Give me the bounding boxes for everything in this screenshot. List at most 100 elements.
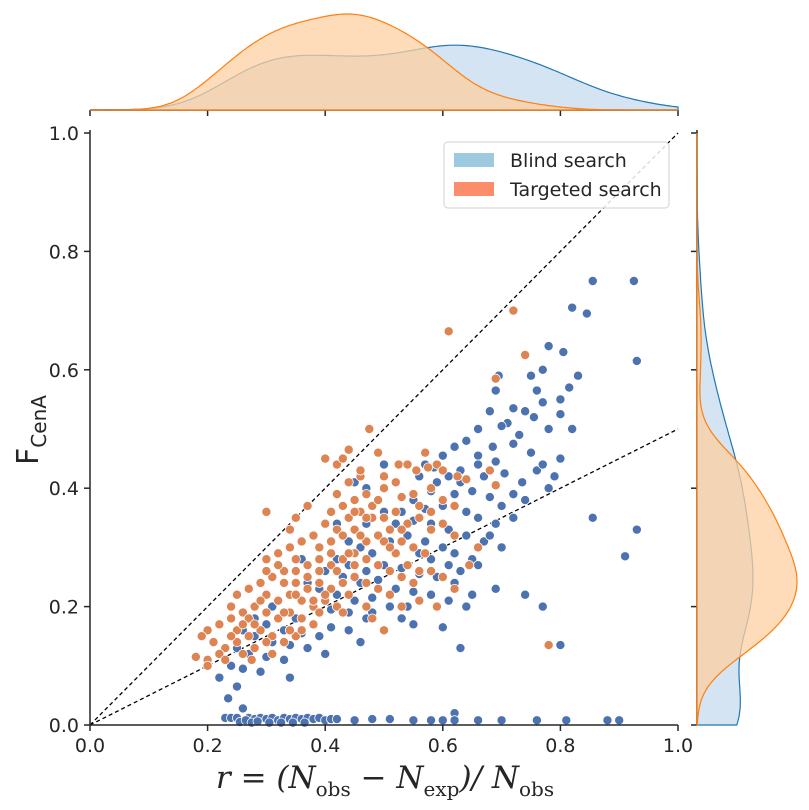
- point-targeted: [437, 465, 448, 476]
- point-targeted: [408, 489, 419, 500]
- point-targeted: [361, 489, 372, 500]
- point-blind: [299, 717, 310, 728]
- point-targeted: [343, 548, 354, 559]
- point-blind: [602, 715, 613, 726]
- y-tick-label: 0.8: [49, 241, 79, 263]
- point-blind: [237, 703, 248, 714]
- point-blind: [408, 619, 419, 630]
- point-targeted: [426, 566, 437, 577]
- point-targeted: [314, 607, 325, 618]
- point-targeted: [267, 572, 278, 583]
- point-blind: [455, 566, 466, 577]
- x-tick-label: 0.8: [545, 735, 575, 757]
- point-targeted: [261, 506, 272, 517]
- point-blind: [367, 714, 378, 725]
- point-targeted: [396, 524, 407, 535]
- point-blind: [437, 715, 448, 726]
- point-targeted: [255, 625, 266, 636]
- point-targeted: [373, 447, 384, 458]
- legend-swatch: [454, 182, 494, 196]
- point-targeted: [296, 536, 307, 547]
- point-targeted: [431, 601, 442, 612]
- point-targeted: [255, 577, 266, 588]
- point-blind: [473, 423, 484, 434]
- point-targeted: [364, 423, 375, 434]
- point-targeted: [320, 453, 331, 464]
- point-blind: [437, 622, 448, 633]
- point-blind: [614, 715, 625, 726]
- point-blind: [267, 601, 278, 612]
- point-targeted: [349, 524, 360, 535]
- point-targeted: [267, 648, 278, 659]
- point-targeted: [279, 566, 290, 577]
- point-targeted: [378, 536, 389, 547]
- point-blind: [426, 715, 437, 726]
- point-targeted: [426, 483, 437, 494]
- point-blind: [467, 589, 478, 600]
- point-blind: [581, 308, 592, 319]
- legend-label: Blind search: [510, 150, 627, 172]
- point-targeted: [390, 477, 401, 488]
- point-targeted: [355, 465, 366, 476]
- point-targeted: [202, 625, 213, 636]
- point-targeted: [237, 619, 248, 630]
- legend-label: Targeted search: [509, 179, 662, 201]
- point-blind: [390, 518, 401, 529]
- point-targeted: [337, 607, 348, 618]
- point-targeted: [220, 643, 231, 654]
- point-blind: [437, 450, 448, 461]
- point-blind: [517, 477, 528, 488]
- point-targeted: [314, 566, 325, 577]
- point-targeted: [361, 601, 372, 612]
- point-blind: [455, 643, 466, 654]
- point-blind: [508, 438, 519, 449]
- x-tick-label: 1.0: [663, 735, 693, 757]
- point-blind: [426, 589, 437, 600]
- point-targeted: [349, 495, 360, 506]
- x-tick-label: 0.2: [192, 735, 222, 757]
- point-blind: [537, 459, 548, 470]
- point-targeted: [464, 560, 475, 571]
- point-blind: [231, 681, 242, 692]
- point-targeted: [302, 583, 313, 594]
- point-blind: [390, 583, 401, 594]
- point-blind: [420, 536, 431, 547]
- point-targeted: [279, 577, 290, 588]
- point-targeted: [361, 512, 372, 523]
- point-blind: [276, 717, 287, 728]
- point-blind: [496, 715, 507, 726]
- point-blind: [461, 530, 472, 541]
- point-blind: [408, 715, 419, 726]
- point-blind: [449, 548, 460, 559]
- point-targeted: [337, 530, 348, 541]
- point-blind: [628, 275, 639, 286]
- point-blind: [526, 370, 537, 381]
- point-blind: [484, 530, 495, 541]
- point-targeted: [226, 601, 237, 612]
- point-targeted: [261, 607, 272, 618]
- point-targeted: [279, 637, 290, 648]
- point-blind: [443, 560, 454, 571]
- point-blind: [431, 477, 442, 488]
- point-targeted: [343, 512, 354, 523]
- point-targeted: [267, 631, 278, 642]
- point-blind: [531, 465, 542, 476]
- point-blind: [320, 648, 331, 659]
- legend-swatch: [454, 153, 494, 167]
- point-blind: [361, 566, 372, 577]
- point-targeted: [373, 530, 384, 541]
- point-targeted: [396, 572, 407, 583]
- point-blind: [343, 536, 354, 547]
- point-targeted: [290, 631, 301, 642]
- point-blind: [499, 468, 510, 479]
- point-blind: [490, 518, 501, 529]
- point-targeted: [226, 613, 237, 624]
- point-blind: [508, 489, 519, 500]
- point-blind: [567, 302, 578, 313]
- point-blind: [331, 714, 342, 725]
- y-tick-label: 0.4: [49, 478, 79, 500]
- point-blind: [478, 471, 489, 482]
- point-blind: [367, 592, 378, 603]
- axes: 0.0 0.2 0.4 0.6 0.8 1.0 0.0 0.2 0.4 0.6 0.8 1.0: [49, 123, 693, 757]
- point-blind: [467, 486, 478, 497]
